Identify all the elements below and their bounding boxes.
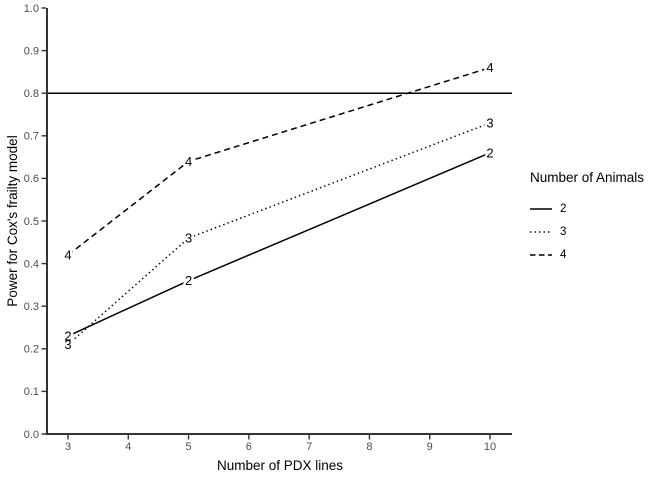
legend: Number of Animals 2 3 4 bbox=[530, 170, 644, 266]
legend-key-dotted-line-icon bbox=[530, 230, 552, 233]
svg-text:0.0: 0.0 bbox=[24, 429, 39, 441]
legend-label: 2 bbox=[560, 202, 567, 215]
svg-text:2: 2 bbox=[486, 145, 493, 160]
legend-title: Number of Animals bbox=[530, 170, 645, 185]
svg-text:2: 2 bbox=[64, 329, 71, 344]
svg-text:4: 4 bbox=[486, 60, 493, 75]
legend-key-solid-line-icon bbox=[530, 207, 552, 210]
svg-text:3: 3 bbox=[486, 116, 493, 131]
svg-text:4: 4 bbox=[185, 154, 192, 169]
svg-text:0.2: 0.2 bbox=[24, 344, 39, 356]
svg-text:3: 3 bbox=[64, 337, 71, 352]
svg-text:3: 3 bbox=[64, 337, 71, 352]
svg-text:0.4: 0.4 bbox=[24, 258, 39, 270]
svg-text:10: 10 bbox=[484, 441, 496, 453]
svg-text:4: 4 bbox=[125, 441, 131, 453]
legend-label: 4 bbox=[560, 248, 567, 261]
y-axis-title: Power for Cox's frailty model bbox=[5, 135, 20, 306]
svg-text:9: 9 bbox=[427, 441, 433, 453]
x-axis-title: Number of PDX lines bbox=[217, 458, 343, 473]
svg-text:5: 5 bbox=[186, 441, 192, 453]
legend-key-dashed-line-icon bbox=[530, 253, 552, 256]
svg-text:2: 2 bbox=[185, 273, 192, 288]
svg-text:0.7: 0.7 bbox=[24, 131, 39, 143]
svg-text:3: 3 bbox=[65, 441, 71, 453]
svg-text:2: 2 bbox=[185, 273, 192, 288]
svg-text:6: 6 bbox=[246, 441, 252, 453]
svg-text:0.6: 0.6 bbox=[24, 173, 39, 185]
svg-text:0.3: 0.3 bbox=[24, 301, 39, 313]
svg-text:4: 4 bbox=[64, 248, 71, 263]
svg-text:1.0: 1.0 bbox=[24, 3, 39, 15]
svg-text:4: 4 bbox=[486, 60, 493, 75]
svg-text:3: 3 bbox=[185, 231, 192, 246]
svg-text:4: 4 bbox=[64, 248, 71, 263]
svg-text:0.8: 0.8 bbox=[24, 88, 39, 100]
legend-entry-3: 3 bbox=[530, 220, 644, 243]
svg-text:3: 3 bbox=[185, 231, 192, 246]
svg-text:3: 3 bbox=[486, 116, 493, 131]
legend-entry-2: 2 bbox=[530, 197, 644, 220]
svg-text:2: 2 bbox=[64, 329, 71, 344]
svg-text:7: 7 bbox=[306, 441, 312, 453]
svg-text:4: 4 bbox=[185, 154, 192, 169]
svg-text:0.1: 0.1 bbox=[24, 386, 39, 398]
svg-text:0.5: 0.5 bbox=[24, 216, 39, 228]
svg-text:2: 2 bbox=[486, 145, 493, 160]
svg-text:8: 8 bbox=[366, 441, 372, 453]
legend-entry-4: 4 bbox=[530, 243, 644, 266]
svg-text:0.9: 0.9 bbox=[24, 45, 39, 57]
legend-label: 3 bbox=[560, 225, 567, 238]
